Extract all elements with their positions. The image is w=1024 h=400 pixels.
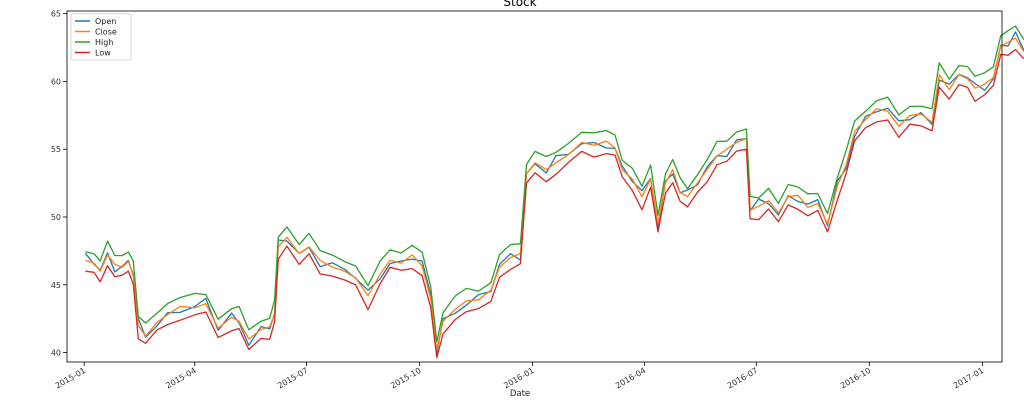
x-tick-label: 2015-01 <box>54 366 87 391</box>
legend-label-low: Low <box>95 49 111 58</box>
y-tick-label: 55 <box>51 145 61 154</box>
x-tick-label: 2015-07 <box>276 366 309 391</box>
y-tick-label: 50 <box>51 213 61 222</box>
legend-label-open: Open <box>95 17 116 26</box>
x-axis-label: Date <box>510 389 530 399</box>
legend-label-high: High <box>95 38 113 47</box>
x-tick-label: 2016-04 <box>614 366 647 391</box>
legend-box <box>70 13 132 61</box>
x-tick-label: 2016-07 <box>726 366 759 391</box>
chart-title: Stock <box>503 0 536 9</box>
x-tick-label: 2017-01 <box>952 366 985 391</box>
plot-frame <box>66 10 1003 363</box>
x-tick-label: 2015-10 <box>389 366 422 391</box>
series-line-close <box>85 37 1024 351</box>
series-line-high <box>85 25 1024 343</box>
x-tick-label: 2016-10 <box>839 366 872 391</box>
y-tick-label: 65 <box>51 10 61 19</box>
series-line-low <box>85 48 1024 359</box>
x-tick-label: 2015-04 <box>164 366 197 391</box>
y-tick-label: 45 <box>51 281 61 290</box>
y-tick-label: 40 <box>51 349 61 358</box>
legend-label-close: Close <box>95 28 117 37</box>
plot-area <box>67 11 1002 362</box>
y-tick-label: 60 <box>51 77 61 86</box>
x-tick-label: 2016-01 <box>502 366 535 391</box>
